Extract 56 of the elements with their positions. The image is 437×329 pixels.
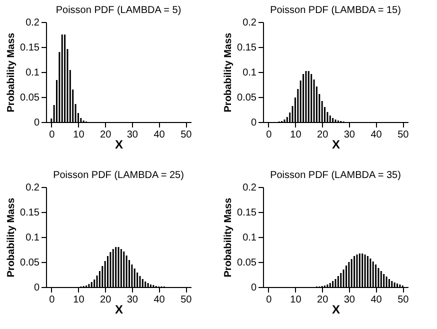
x-tick-label: 20 (100, 130, 112, 140)
y-tick-label: 0.1 (26, 232, 40, 244)
x-tick-label: 30 (344, 294, 356, 306)
chart-title: Poisson PDF (LAMBDA = 35) (270, 170, 401, 181)
y-axis-title: Probability Mass (223, 197, 234, 278)
y-axis-title: Probability Mass (6, 197, 18, 278)
y-tick-label: 0.05 (237, 258, 257, 268)
x-tick-label: 40 (154, 294, 166, 306)
y-tick-label: 0.2 (26, 18, 40, 28)
y-tick-label: 0.1 (242, 232, 257, 244)
y-axis-title: Probability Mass (223, 32, 234, 112)
y-tick-label: 0 (34, 282, 40, 294)
y-tick-label: 0.05 (20, 92, 40, 104)
x-axis-title: X (332, 138, 340, 152)
x-tick-label: 0 (266, 130, 272, 140)
chart-title: Poisson PDF (LAMBDA = 25) (53, 170, 184, 181)
x-tick-label: 10 (73, 294, 85, 306)
x-tick-label: 50 (180, 294, 192, 306)
y-tick-label: 0 (250, 282, 257, 294)
y-tick-label: 0.05 (237, 92, 257, 104)
x-axis-title: X (332, 302, 340, 316)
x-tick-label: 40 (370, 130, 382, 140)
y-tick-label: 0 (250, 118, 257, 128)
x-tick-label: 40 (154, 130, 166, 140)
x-axis-title: X (114, 302, 124, 316)
y-tick-label: 0.2 (242, 182, 257, 194)
x-tick-label: 20 (100, 294, 112, 306)
chart-title: Poisson PDF (LAMBDA = 15) (270, 5, 401, 16)
y-tick-label: 0.1 (26, 68, 40, 78)
x-tick-label: 0 (49, 294, 56, 306)
x-tick-label: 50 (398, 294, 410, 306)
y-tick-label: 0.15 (20, 208, 40, 218)
x-tick-label: 0 (49, 130, 56, 140)
y-tick-label: 0.05 (20, 258, 40, 268)
x-tick-label: 20 (317, 130, 329, 140)
x-tick-label: 30 (126, 294, 138, 306)
y-axis-title: Probability Mass (6, 32, 18, 112)
y-tick-label: 0.15 (237, 208, 257, 218)
x-tick-label: 10 (290, 294, 302, 306)
x-tick-label: 0 (266, 294, 272, 306)
x-tick-label: 30 (126, 130, 138, 140)
x-tick-label: 40 (370, 294, 382, 306)
x-tick-label: 30 (344, 130, 356, 140)
x-tick-label: 10 (290, 130, 302, 140)
y-tick-label: 0.2 (242, 18, 257, 28)
x-axis-title: X (114, 138, 124, 152)
y-tick-label: 0.15 (237, 42, 257, 54)
y-tick-label: 0 (34, 118, 40, 128)
x-tick-label: 20 (317, 294, 329, 306)
y-tick-label: 0.2 (26, 182, 40, 194)
y-tick-label: 0.15 (20, 42, 40, 54)
x-tick-label: 50 (180, 130, 192, 140)
x-tick-label: 50 (398, 130, 410, 140)
x-tick-label: 10 (73, 130, 85, 140)
y-tick-label: 0.1 (242, 68, 257, 78)
chart-title: Poisson PDF (LAMBDA = 5) (56, 5, 182, 16)
